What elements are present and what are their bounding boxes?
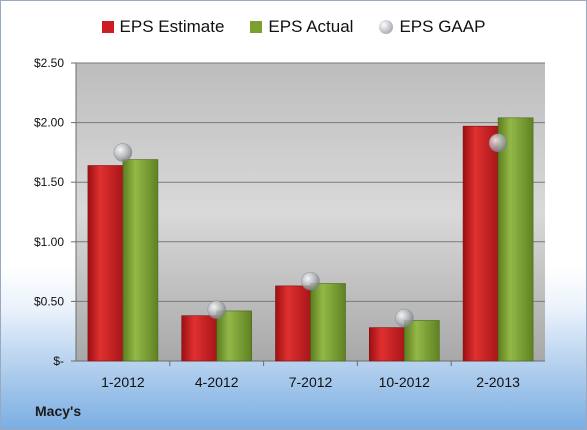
bar-eps-actual xyxy=(216,310,252,362)
point-eps-gaap xyxy=(488,133,508,153)
y-tick-label: $0.50 xyxy=(34,294,64,308)
legend-swatch-gaap xyxy=(379,20,394,34)
bar-eps-estimate xyxy=(181,315,217,362)
point-eps-gaap xyxy=(394,308,414,328)
x-tick-label: 7-2012 xyxy=(289,374,333,390)
legend-swatch-actual xyxy=(250,21,263,33)
bar-eps-actual xyxy=(310,283,346,362)
company-label: Macy's xyxy=(35,403,82,419)
point-eps-gaap xyxy=(301,271,320,291)
bar-eps-estimate xyxy=(87,165,124,362)
y-tick-label: $1.50 xyxy=(34,175,64,189)
bar-eps-estimate xyxy=(462,125,499,362)
legend-swatch-estimate xyxy=(101,21,114,33)
legend-item-actual: EPS Actual xyxy=(250,17,353,37)
legend-label-actual: EPS Actual xyxy=(268,17,354,36)
legend-label-gaap: EPS GAAP xyxy=(399,17,486,36)
bar-eps-estimate xyxy=(275,285,311,362)
x-tick-label: 2-2013 xyxy=(476,374,520,390)
point-eps-gaap xyxy=(113,143,133,162)
point-eps-gaap xyxy=(207,300,226,320)
bar-eps-actual xyxy=(497,117,534,362)
x-tick-label: 1-2012 xyxy=(101,374,145,390)
legend-label-estimate: EPS Estimate xyxy=(119,17,225,36)
y-tick-label: $2.50 xyxy=(34,56,64,70)
y-tick-label: $1.00 xyxy=(34,235,64,249)
x-tick-label: 10-2012 xyxy=(379,374,431,390)
y-tick-label: $2.00 xyxy=(34,116,64,130)
bar-eps-estimate xyxy=(368,327,405,362)
legend-item-estimate: EPS Estimate xyxy=(101,17,225,37)
bar-eps-actual xyxy=(403,320,440,362)
legend: EPS Estimate EPS Actual EPS GAAP xyxy=(1,17,586,37)
x-tick-label: 4-2012 xyxy=(195,374,239,390)
legend-item-gaap: EPS GAAP xyxy=(379,17,485,37)
y-tick-label: $- xyxy=(53,354,64,368)
bar-eps-actual xyxy=(122,159,159,362)
